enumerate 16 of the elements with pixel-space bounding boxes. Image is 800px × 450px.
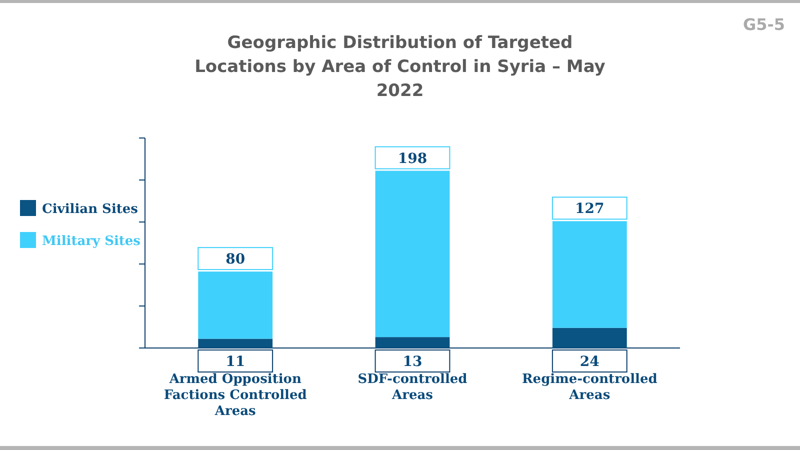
chart-title: Geographic Distribution of Targeted Locations by Area of Control in Syria – May 2022 [194,33,606,101]
data-label: 80 [226,252,246,268]
bar [375,337,450,348]
x-tick-label: Regime-controlled Areas [522,372,658,403]
data-label: 127 [575,201,604,218]
legend-label: Military Sites [42,234,140,249]
text: G5-5 [742,15,785,34]
bar [198,338,273,348]
x-tick-label: SDF-controlled Areas [358,372,468,403]
data-label: 198 [398,150,428,167]
bar [552,328,627,348]
data-label: 24 [580,354,600,370]
data-label: 13 [402,354,422,370]
legend-label: Civilian Sites [42,202,138,217]
x-tick-label: Armed Opposition Factions Controlled Areas [164,372,307,419]
data-label: 11 [226,354,246,370]
